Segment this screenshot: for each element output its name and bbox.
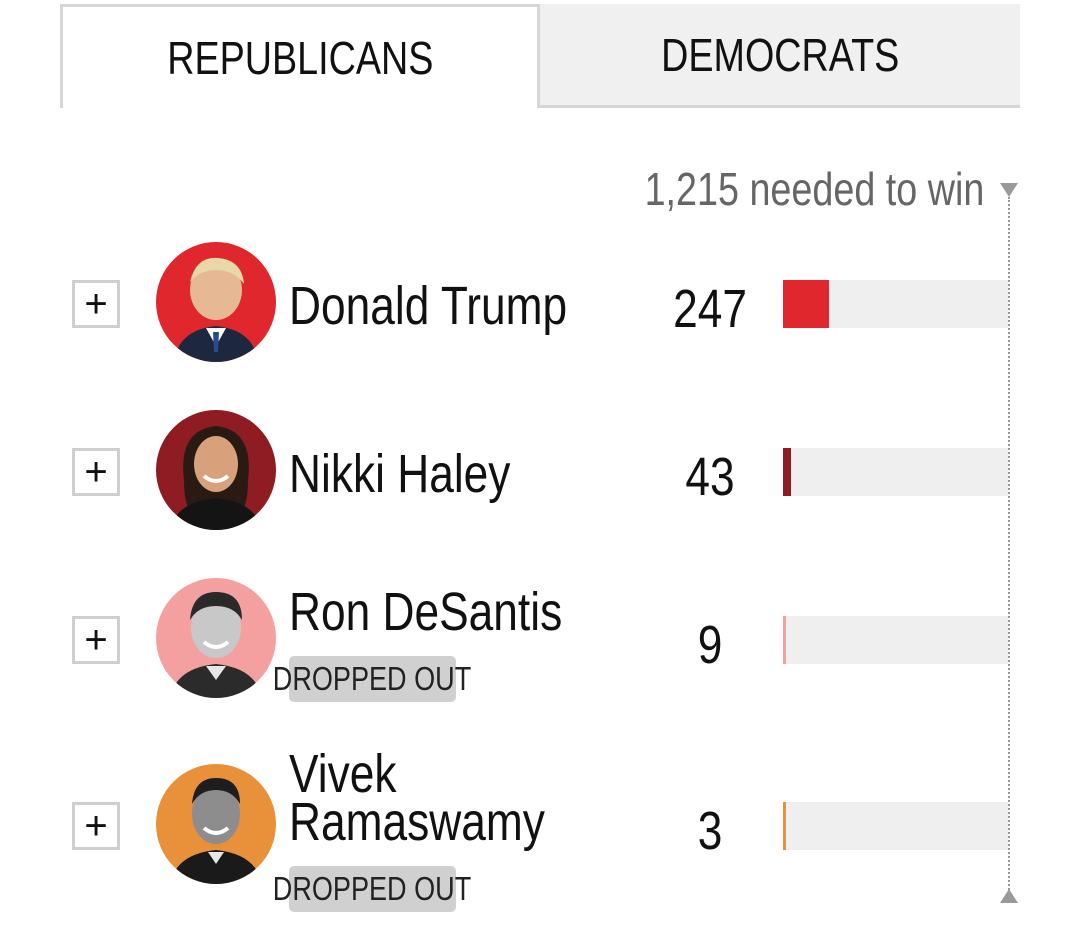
delegate-bar [783,280,1008,328]
plus-icon: + [84,618,108,662]
avatar [156,410,276,530]
candidate-row-haley: + Nikki Haley 43 [0,390,1079,560]
threshold-arrow-down-icon [1000,183,1018,197]
delegate-count: 3 [640,800,780,862]
threshold-arrow-up-icon [1000,889,1018,903]
delegate-count-value: 43 [685,447,735,507]
candidate-name-line: Ramaswamy [289,792,545,852]
delegate-bar-fill [783,448,791,496]
candidate-name: Vivek Ramaswamy [289,744,601,852]
delegate-bar [783,616,1008,664]
candidate-name: Ron DeSantis [289,582,622,642]
delegate-count: 247 [640,278,780,340]
threshold-label: 1,215 needed to win [570,162,984,216]
plus-icon: + [84,804,108,848]
candidate-row-ramaswamy: + Vivek Ramaswamy DROPPED OUT 3 [0,744,1079,914]
person-silhouette-icon [156,242,276,362]
expand-button[interactable]: + [72,448,120,496]
delegate-count-value: 247 [673,279,747,339]
status-badge-label: DROPPED OUT [273,870,472,907]
delegate-count-value: 9 [697,615,723,675]
avatar [156,578,276,698]
candidate-name-line: Nikki Haley [289,444,511,504]
tab-democrats[interactable]: DEMOCRATS [540,4,1020,108]
tab-republicans-label: REPUBLICANS [166,31,434,84]
delegate-count: 43 [640,446,780,508]
plus-icon: + [84,282,108,326]
candidate-name-line: Vivek [289,744,397,804]
delegate-bar [783,802,1008,850]
candidate-name-line: Ron DeSantis [289,582,563,642]
tab-republicans[interactable]: REPUBLICANS [60,4,540,108]
person-silhouette-icon [156,764,276,884]
candidate-name-line: Donald Trump [289,276,568,336]
status-badge: DROPPED OUT [273,866,472,912]
delegate-bar [783,448,1008,496]
person-silhouette-icon [156,410,276,530]
threshold-text: 1,215 needed to win [644,163,984,215]
candidate-row-trump: + Donald Trump 247 [0,222,1079,392]
person-silhouette-icon [156,578,276,698]
tab-democrats-label: DEMOCRATS [660,28,900,81]
avatar [156,242,276,362]
expand-button[interactable]: + [72,802,120,850]
expand-button[interactable]: + [72,280,120,328]
status-badge-label: DROPPED OUT [273,660,472,697]
candidate-name: Donald Trump [289,276,628,336]
status-badge: DROPPED OUT [273,656,472,702]
avatar [156,764,276,884]
delegate-count-value: 3 [697,801,723,861]
candidate-name: Nikki Haley [289,444,559,504]
delegate-bar-fill [783,280,829,328]
delegate-bar-fill [783,616,786,664]
delegate-bar-fill [783,802,786,850]
delegate-count: 9 [640,614,780,676]
plus-icon: + [84,450,108,494]
threshold-line [1008,197,1010,890]
expand-button[interactable]: + [72,616,120,664]
candidate-row-desantis: + Ron DeSantis DROPPED OUT 9 [0,558,1079,728]
